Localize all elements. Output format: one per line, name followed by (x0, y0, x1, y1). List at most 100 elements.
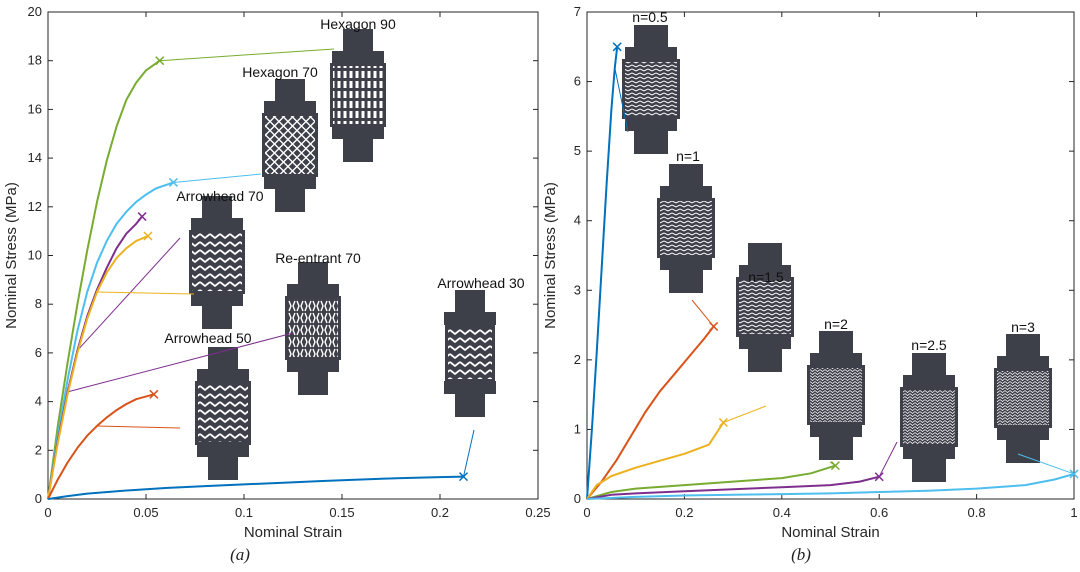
series-line-n-3 (586, 473, 1075, 500)
y-tick-label: 14 (28, 150, 42, 165)
specimen-arrowhead-50 (195, 347, 251, 480)
series-line-hexagon-70 (47, 181, 174, 500)
series-line-n-1-5 (586, 421, 725, 500)
plot-frame (586, 11, 1075, 500)
failure-marker-arrowhead-30 (458, 472, 469, 482)
leader-line-re-entrant-70 (96, 291, 195, 295)
leader-line-n-2-5 (878, 441, 898, 477)
specimen-arrowhead-70 (189, 196, 245, 329)
x-tick-label: 1 (1070, 505, 1077, 520)
series-line-n-1 (586, 325, 715, 500)
y-tick-label: 20 (28, 4, 42, 19)
failure-marker-n-3 (1069, 469, 1079, 479)
y-axis-label: Nominal Stress (MPa) (3, 182, 20, 329)
chart-a: 0 0.05 0.1 0.15 0.2 0.25 0 2 4 6 8 10 12 14 16 18 20 Nomi… (3, 4, 551, 564)
failure-marker-re-entrant-70 (143, 231, 153, 241)
x-axis-label: Nominal Strain (244, 524, 342, 541)
x-tick-label: 0.15 (329, 505, 354, 520)
leader-line-n-3 (1017, 453, 1075, 475)
failure-marker-n-2-5 (874, 472, 884, 482)
failure-marker-hexagon-70 (168, 177, 178, 187)
y-tick-label: 2 (574, 352, 581, 367)
leader-line-arrowhead-70 (67, 332, 294, 393)
failure-marker-arrowhead-50 (149, 389, 159, 399)
annotation-hexagon-90: Hexagon 90 (320, 16, 396, 32)
specimen-hexagon-90 (330, 29, 386, 162)
y-tick-label: 0 (35, 491, 42, 506)
annotation-arrowhead-70: Arrowhead 70 (176, 188, 263, 204)
failure-marker-arrowhead-70 (137, 212, 147, 222)
x-tick-label: 0.8 (968, 505, 986, 520)
series-line-re-entrant-70 (47, 235, 149, 500)
annotation-arrowhead-30: Arrowhead 30 (437, 275, 524, 291)
x-tick-label: 0.4 (773, 505, 791, 520)
leader-line-n-1-5 (723, 405, 767, 423)
series-line-n-2 (586, 464, 836, 500)
x-tick-label: 0.05 (133, 505, 158, 520)
y-tick-label: 6 (35, 345, 42, 360)
failure-marker-hexagon-90 (155, 56, 165, 66)
annotation-n-0-5: n=0.5 (632, 9, 668, 25)
x-tick-label: 0.2 (675, 505, 693, 520)
annotation-arrowhead-50: Arrowhead 50 (164, 330, 251, 346)
x-tick-label: 0.6 (870, 505, 888, 520)
y-tick-label: 3 (574, 282, 581, 297)
failure-marker-n-2 (830, 461, 840, 471)
y-tick-label: 1 (574, 421, 581, 436)
annotation-n-2: n=2 (824, 316, 848, 332)
specimen-arrowhead-30 (444, 290, 496, 417)
failure-marker-n-1 (709, 321, 719, 331)
leader-line-n-0-5 (614, 67, 629, 133)
x-axis-label: Nominal Strain (781, 524, 879, 541)
y-tick-label: 2 (35, 442, 42, 457)
annotation-re-entrant-70: Re-entrant 70 (275, 250, 361, 266)
series-line-arrowhead-50 (47, 393, 155, 500)
panel-caption: (a) (230, 545, 250, 564)
y-tick-label: 5 (574, 143, 581, 158)
series-line-arrowhead-70 (47, 215, 143, 500)
leader-line-hexagon-70 (173, 173, 262, 183)
annotation-n-2-5: n=2.5 (911, 337, 947, 353)
panel-caption: (b) (791, 545, 811, 564)
y-tick-label: 10 (28, 248, 42, 263)
x-tick-label: 0.2 (431, 505, 449, 520)
y-tick-label: 4 (574, 213, 581, 228)
y-tick-label: 18 (28, 53, 42, 68)
annotation-n-3: n=3 (1011, 319, 1035, 335)
annotation-hexagon-70: Hexagon 70 (242, 64, 318, 80)
failure-marker-n-1-5 (718, 417, 728, 428)
x-tick-label: 0.25 (525, 505, 550, 520)
specimen-n-2 (807, 331, 865, 460)
leader-line-arrowhead-30 (463, 429, 475, 477)
y-axis-label: Nominal Stress (MPa) (542, 182, 559, 329)
specimen-n-1-5 (736, 243, 794, 372)
specimen-n-0-5 (622, 25, 680, 154)
specimen-hexagon-70 (262, 79, 318, 212)
y-tick-label: 12 (28, 199, 42, 214)
series-line-arrowhead-30 (47, 475, 464, 500)
series-line-n-0-5 (586, 46, 619, 500)
x-tick-label: 0 (583, 505, 590, 520)
y-tick-label: 7 (574, 4, 581, 19)
specimen-n-1 (657, 164, 715, 293)
y-tick-label: 6 (574, 74, 581, 89)
specimen-re-entrant-70 (285, 262, 341, 395)
chart-b: 0 0.2 0.4 0.6 0.8 1 0 1 2 3 4 5 6 7 Nominal Strain Nomi… (542, 4, 1079, 564)
x-tick-label: 0 (44, 505, 51, 520)
specimen-n-3 (994, 334, 1052, 463)
failure-marker-n-0-5 (612, 42, 622, 52)
y-tick-label: 4 (35, 394, 42, 409)
y-tick-label: 16 (28, 101, 42, 116)
x-tick-label: 0.1 (235, 505, 253, 520)
leader-line-arrowhead-70 (77, 237, 181, 351)
annotation-n-1-5: n=1.5 (748, 269, 784, 285)
leader-line-n-1 (691, 299, 715, 327)
annotation-n-1: n=1 (676, 148, 700, 164)
specimen-n-2-5 (900, 353, 958, 482)
series-line-n-2-5 (586, 475, 880, 500)
leader-line-hexagon-90 (159, 48, 335, 62)
y-tick-label: 0 (574, 491, 581, 506)
y-tick-label: 8 (35, 296, 42, 311)
leader-line-arrowhead-50 (96, 425, 181, 429)
